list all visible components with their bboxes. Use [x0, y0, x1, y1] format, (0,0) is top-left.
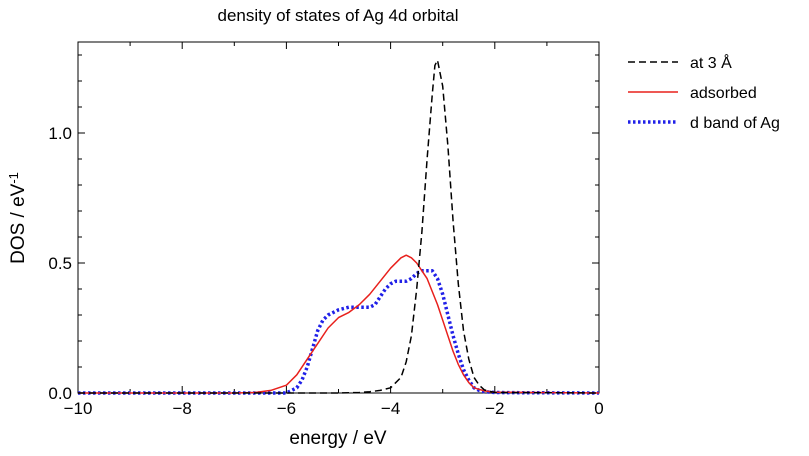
x-tick-label: 0 — [594, 399, 603, 418]
legend-label: d band of Ag — [690, 115, 780, 132]
x-axis-title: energy / eV — [289, 428, 386, 449]
y-tick-label: 0.0 — [48, 384, 72, 403]
x-axis-ticks: −10 −8 −6 −4 −2 0 — [64, 42, 604, 418]
y-tick-label: 1.0 — [48, 124, 72, 143]
chart-title: density of states of Ag 4d orbital — [218, 6, 459, 25]
x-tick-label: −2 — [485, 399, 504, 418]
x-tick-label: −4 — [381, 399, 400, 418]
series-lines — [78, 59, 600, 395]
legend-label: at 3 Å — [690, 53, 732, 72]
y-axis-title-main: DOS / eV — [8, 183, 29, 264]
series-line-0 — [78, 59, 600, 394]
legend: at 3 Å adsorbed d band of Ag — [628, 53, 780, 132]
series-line-1 — [78, 254, 600, 394]
series-line-2 — [78, 269, 600, 395]
legend-label: adsorbed — [690, 85, 757, 102]
x-tick-label: −6 — [277, 399, 296, 418]
plot-frame — [77, 41, 600, 394]
x-tick-label: −8 — [173, 399, 192, 418]
y-axis-ticks: 0.0 0.5 1.0 — [48, 54, 599, 403]
y-tick-label: 0.5 — [48, 254, 72, 273]
y-axis-title-superscript: -1 — [6, 172, 21, 184]
y-axis-title: DOS / eV-1 — [6, 172, 29, 264]
x-tick-label: −10 — [64, 399, 93, 418]
